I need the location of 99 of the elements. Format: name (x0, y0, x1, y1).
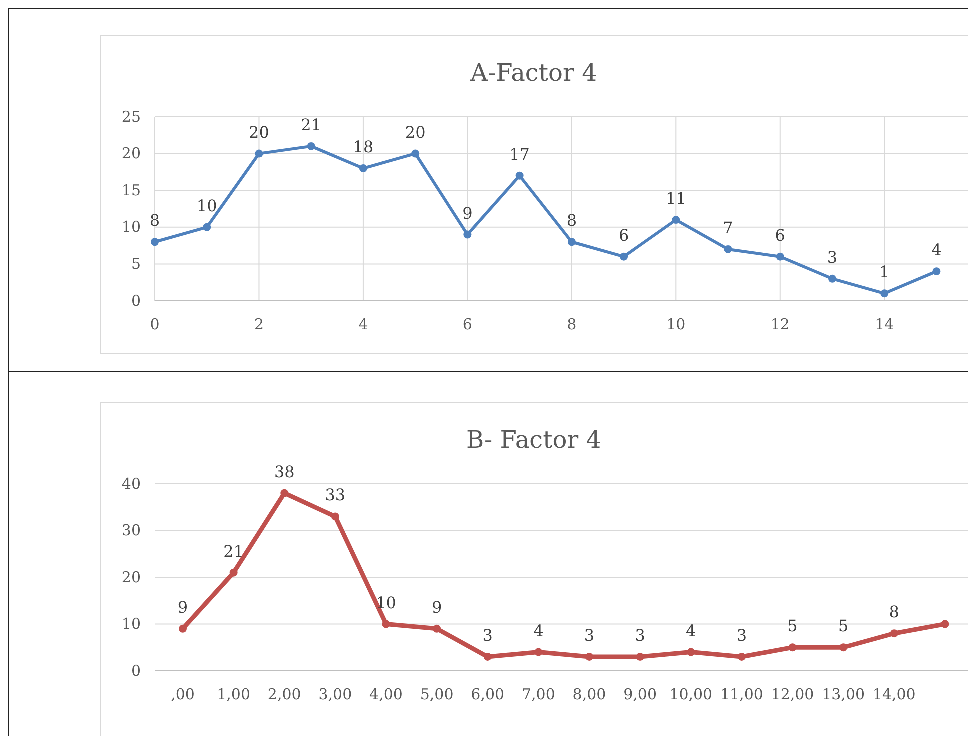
point (840, 644, 848, 652)
data-label: 4 (686, 621, 696, 640)
data-label: 8 (150, 211, 160, 230)
y-tick-label: 20 (122, 568, 141, 586)
point (382, 620, 390, 628)
x-tick-label: 0 (150, 316, 160, 334)
x-tick-label: 2 (254, 316, 264, 334)
data-label: 8 (889, 602, 900, 622)
point (724, 246, 732, 254)
data-label: 4 (534, 621, 544, 640)
point (230, 568, 238, 577)
data-label: 4 (932, 240, 942, 260)
y-tick-label: 10 (122, 218, 141, 236)
point (620, 252, 628, 261)
data-label: 5 (838, 616, 849, 636)
data-label: 33 (325, 486, 346, 505)
x-tick-label: 6 (462, 316, 472, 334)
data-label: 5 (788, 616, 798, 636)
data-label: 6 (618, 226, 630, 245)
data-label: 3 (827, 248, 838, 267)
point (828, 274, 836, 283)
y-tick-label: 20 (122, 144, 141, 163)
data-label: 20 (249, 122, 270, 142)
point (534, 648, 543, 656)
point (464, 230, 472, 239)
point (687, 648, 696, 656)
x-tick-label: 7,00 (522, 686, 556, 704)
x-tick-label: ,00 (171, 686, 195, 704)
point (880, 290, 889, 298)
x-tick-label: 14,00 (872, 686, 916, 704)
y-tick-label: 10 (122, 615, 141, 634)
data-label: 3 (482, 626, 493, 645)
data-label: 10 (196, 196, 218, 216)
point (433, 624, 442, 633)
point (203, 223, 212, 232)
x-tick-label: 4 (358, 316, 368, 334)
point (672, 216, 680, 224)
x-tick-label: 11,00 (720, 686, 764, 704)
x-tick-label: 12,00 (771, 686, 814, 704)
point (280, 489, 289, 498)
x-tick-label: 10,00 (670, 686, 713, 704)
point (890, 630, 898, 638)
y-tick-label: 15 (122, 181, 141, 200)
point (636, 652, 644, 661)
y-tick-label: 30 (122, 522, 141, 540)
data-label: 38 (274, 462, 295, 482)
data-label: 18 (353, 138, 374, 157)
x-tick-label: 14 (875, 316, 894, 334)
point (788, 644, 797, 652)
point (255, 150, 264, 158)
point (179, 624, 187, 633)
data-label: 21 (224, 542, 244, 561)
point (331, 512, 340, 521)
x-tick-label: 12 (770, 316, 790, 334)
x-tick-label: 5,00 (420, 686, 454, 704)
data-label: 3 (635, 626, 646, 645)
point (484, 652, 492, 661)
data-label: 3 (736, 626, 748, 645)
x-tick-label: 6,00 (471, 686, 505, 704)
data-label: 9 (432, 598, 442, 617)
point (738, 652, 746, 661)
data-label: 17 (510, 144, 530, 164)
point (932, 268, 941, 276)
y-tick-label: 0 (131, 292, 141, 310)
data-label: 3 (584, 626, 595, 645)
data-label: 8 (566, 211, 578, 230)
data-label: 6 (775, 226, 786, 245)
data-label: 11 (666, 189, 686, 208)
data-label: 9 (178, 598, 188, 617)
point (412, 150, 420, 158)
x-tick-label: 9,00 (624, 686, 658, 704)
point (359, 164, 368, 172)
data-label: 20 (405, 122, 426, 142)
x-tick-label: 3,00 (318, 686, 352, 704)
point (151, 238, 159, 246)
data-label: 10 (376, 593, 396, 612)
point (586, 652, 594, 661)
y-tick-label: 5 (131, 255, 141, 273)
x-tick-label: 2,00 (268, 686, 302, 704)
y-tick-label: 0 (131, 662, 141, 680)
data-label: 1 (880, 262, 890, 282)
x-tick-label: 8,00 (572, 686, 606, 704)
y-tick-label: 25 (122, 108, 141, 126)
data-label: 21 (301, 115, 322, 134)
chart-title: B- Factor 4 (466, 426, 602, 454)
x-tick-label: 8 (567, 316, 577, 334)
y-tick-label: 40 (122, 474, 141, 493)
x-tick-label: 1,00 (217, 686, 251, 704)
point (941, 620, 950, 628)
point (307, 142, 316, 150)
point (516, 172, 524, 180)
data-label: 7 (723, 218, 734, 238)
x-tick-label: 10 (666, 316, 686, 334)
point (568, 238, 576, 246)
x-tick-label: 4,00 (370, 686, 403, 704)
x-tick-label: 13,00 (822, 686, 866, 704)
chart-title: A-Factor 4 (470, 59, 598, 87)
data-label: 9 (462, 204, 473, 223)
point (776, 252, 784, 261)
